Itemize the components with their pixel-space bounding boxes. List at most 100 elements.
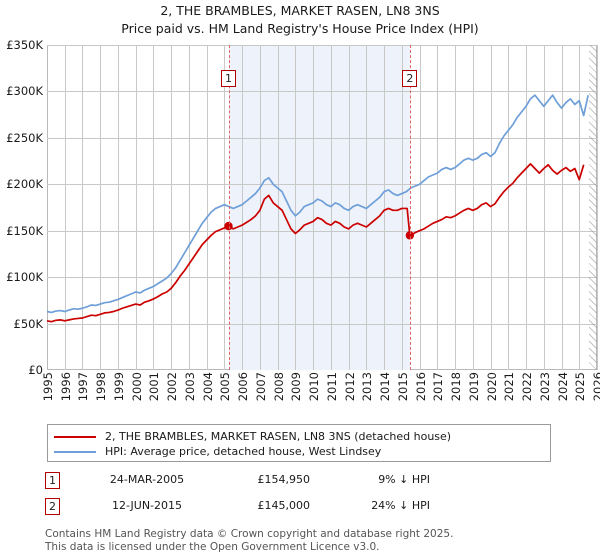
sale-event-line bbox=[228, 45, 230, 370]
gridline-vertical bbox=[419, 45, 421, 370]
x-axis-tick-label: 2009 bbox=[289, 372, 304, 402]
legend-color-swatch bbox=[54, 450, 96, 453]
title-subtitle: Price paid vs. HM Land Registry's House … bbox=[121, 21, 479, 36]
x-axis-tick-label: 2004 bbox=[200, 372, 215, 402]
x-axis-tick-label: 2020 bbox=[484, 372, 499, 402]
gridline-vertical bbox=[348, 45, 350, 370]
series-lines bbox=[46, 94, 589, 323]
gridline-vertical bbox=[224, 45, 226, 370]
chart-marker-2[interactable]: 2 bbox=[402, 70, 418, 87]
series-line bbox=[46, 163, 585, 323]
page-title: 2, THE BRAMBLES, MARKET RASEN, LN8 3NS P… bbox=[0, 2, 600, 38]
x-axis-tick-label: 2023 bbox=[537, 372, 552, 402]
gridline-vertical bbox=[135, 45, 137, 370]
gridline-vertical bbox=[455, 45, 457, 370]
x-axis-tick-label: 2019 bbox=[466, 372, 481, 402]
x-axis-tick-label: 2001 bbox=[147, 372, 162, 402]
transaction-date: 24-MAR-2005 bbox=[109, 473, 185, 486]
gridline-vertical bbox=[153, 45, 155, 370]
gridline-vertical bbox=[384, 45, 386, 370]
gridline-vertical bbox=[100, 45, 102, 370]
y-axis-tick-label: £0 bbox=[28, 363, 43, 377]
gridline-vertical bbox=[313, 45, 315, 370]
x-axis-tick-label: 2005 bbox=[218, 372, 233, 402]
y-axis-tick-label: £250K bbox=[6, 130, 43, 145]
transaction-hpi-delta: 24% ↓ HPI bbox=[371, 499, 430, 512]
gridline-vertical bbox=[188, 45, 190, 370]
transaction-row[interactable]: 2 12-JUN-2015 £145,000 24% ↓ HPI bbox=[45, 496, 495, 522]
title-address: 2, THE BRAMBLES, MARKET RASEN, LN8 3NS bbox=[160, 3, 440, 18]
gridline-vertical bbox=[543, 45, 545, 370]
legend-item: HPI: Average price, detached house, West… bbox=[54, 444, 544, 459]
gridline-vertical bbox=[401, 45, 403, 370]
gridline-horizontal bbox=[47, 230, 597, 232]
x-axis-tick-label: 2016 bbox=[413, 372, 428, 402]
y-axis-tick-label: £100K bbox=[6, 270, 43, 285]
x-axis: 1995 1996 1997 1998 1999 2000 2001 2002 2003 2004… bbox=[41, 372, 600, 414]
transaction-date: 12-JUN-2015 bbox=[111, 499, 183, 512]
gridline-vertical bbox=[490, 45, 492, 370]
legend-label: HPI: Average price, detached house, West… bbox=[105, 445, 382, 458]
chart-marker-1[interactable]: 1 bbox=[221, 70, 236, 87]
x-axis-tick-label: 2026 bbox=[591, 372, 600, 402]
y-axis-tick-label: £200K bbox=[6, 177, 43, 192]
gridline-horizontal bbox=[47, 323, 597, 325]
y-axis-tick-label: £300K bbox=[6, 84, 43, 99]
y-axis-tick-label: £350K bbox=[6, 38, 43, 52]
x-axis-tick-label: 1996 bbox=[58, 372, 73, 402]
chart-legend: 2, THE BRAMBLES, MARKET RASEN, LN8 3NS (… bbox=[47, 424, 551, 462]
x-axis-tick-label: 2021 bbox=[502, 372, 517, 402]
x-axis-tick-label: 2000 bbox=[129, 372, 144, 402]
x-axis-tick-label: 2006 bbox=[236, 372, 251, 402]
transaction-badge: 2 bbox=[45, 498, 60, 515]
transaction-row[interactable]: 1 24-MAR-2005 £154,950 9% ↓ HPI bbox=[45, 470, 495, 496]
gridline-vertical bbox=[437, 45, 439, 370]
footer-line-2: This data is licensed under the Open Gov… bbox=[45, 540, 380, 553]
gridline-horizontal bbox=[47, 277, 597, 279]
x-axis-tick-label: 1997 bbox=[76, 372, 91, 402]
x-axis-tick-label: 2011 bbox=[324, 372, 339, 402]
x-axis-tick-label: 2013 bbox=[360, 372, 375, 402]
x-axis-tick-label: 2017 bbox=[431, 372, 446, 402]
transaction-badge: 1 bbox=[45, 472, 60, 489]
x-axis-tick-label: 1999 bbox=[111, 372, 126, 402]
gridline-vertical bbox=[472, 45, 474, 370]
gridline-vertical bbox=[561, 45, 563, 370]
x-axis-tick-label: 2007 bbox=[253, 372, 268, 402]
gridline-horizontal bbox=[47, 91, 597, 93]
x-axis-tick-label: 2010 bbox=[307, 372, 322, 402]
y-axis-tick-label: £50K bbox=[13, 316, 44, 331]
x-axis-tick-label: 2002 bbox=[165, 372, 180, 402]
transaction-list: 1 24-MAR-2005 £154,950 9% ↓ HPI 2 12-JUN-2015… bbox=[45, 470, 495, 522]
gridline-vertical bbox=[295, 45, 297, 370]
transaction-hpi-delta: 9% ↓ HPI bbox=[378, 473, 430, 486]
transaction-price: £145,000 bbox=[257, 499, 311, 512]
gridline-vertical bbox=[171, 45, 173, 370]
x-axis-tick-label: 1995 bbox=[41, 372, 55, 402]
x-axis-tick-label: 2014 bbox=[378, 372, 393, 402]
x-axis-tick-label: 2025 bbox=[573, 372, 588, 402]
gridline-vertical bbox=[330, 45, 332, 370]
transaction-price: £154,950 bbox=[257, 473, 311, 486]
x-axis-tick-label: 2003 bbox=[182, 372, 197, 402]
x-axis-tick-label: 2022 bbox=[520, 372, 535, 402]
gridline-vertical bbox=[508, 45, 510, 370]
legend-label: 2, THE BRAMBLES, MARKET RASEN, LN8 3NS (… bbox=[105, 430, 452, 443]
x-axis-tick-label: 2008 bbox=[271, 372, 286, 402]
gridline-horizontal bbox=[47, 184, 597, 186]
x-axis-tick-label: 2018 bbox=[449, 372, 464, 402]
legend-item: 2, THE BRAMBLES, MARKET RASEN, LN8 3NS (… bbox=[54, 429, 544, 444]
gridline-vertical bbox=[526, 45, 528, 370]
gridline-vertical bbox=[64, 45, 66, 370]
gridline-vertical bbox=[579, 45, 581, 370]
x-axis-tick-label: 1998 bbox=[94, 372, 109, 402]
gridline-vertical bbox=[597, 45, 598, 370]
ownership-shaded-band bbox=[228, 45, 410, 370]
legend-color-swatch bbox=[54, 435, 96, 438]
gridline-horizontal bbox=[47, 45, 597, 46]
gridline-vertical bbox=[206, 45, 208, 370]
gridline-vertical bbox=[117, 45, 119, 370]
gridline-vertical bbox=[82, 45, 84, 370]
series-line bbox=[46, 94, 589, 314]
